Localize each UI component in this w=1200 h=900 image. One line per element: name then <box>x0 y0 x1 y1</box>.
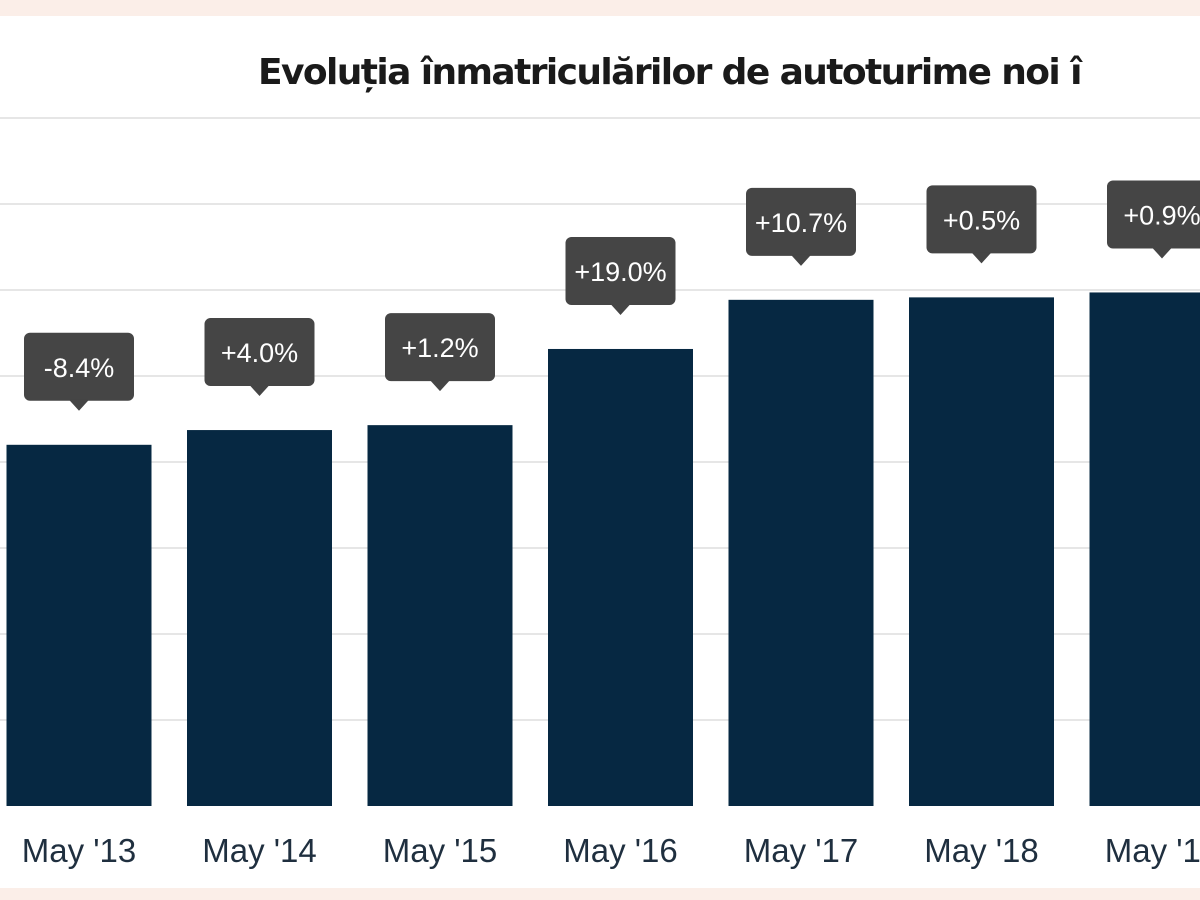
x-tick-label: May '16 <box>563 832 678 869</box>
bars <box>6 292 1200 806</box>
data-label-callout: +19.0% <box>565 236 676 315</box>
data-label-callout: +4.0% <box>204 318 315 397</box>
data-label: +1.2% <box>401 333 478 363</box>
bar <box>728 299 874 806</box>
chart-title: Evoluția înmatriculărilor de autoturime … <box>258 52 1082 93</box>
x-tick-label: May '15 <box>383 832 498 869</box>
data-label-callout: -8.4% <box>24 332 134 411</box>
data-label-callout: +1.2% <box>385 313 495 392</box>
x-axis-ticks: May '13 May '14 May '15 May '16 May '17 May '… <box>22 832 1200 869</box>
x-tick-label: May '18 <box>924 832 1039 869</box>
x-tick-label: May '14 <box>202 832 317 869</box>
bar <box>548 348 693 806</box>
data-label: +4.0% <box>221 338 298 368</box>
data-label-callout: +10.7% <box>746 187 856 266</box>
top-frame-band <box>0 0 1200 16</box>
bottom-frame-band <box>0 888 1200 900</box>
bar <box>187 430 332 806</box>
data-labels: -8.4% +4.0% +1.2% +19.0% +10.7% +0.5% +0.9% <box>24 180 1200 411</box>
bar <box>909 297 1054 806</box>
x-tick-label: May '17 <box>744 832 859 869</box>
data-label: +0.5% <box>943 205 1020 235</box>
x-tick-label: May '19 <box>1105 832 1200 869</box>
data-label: +19.0% <box>574 257 666 287</box>
bar <box>1089 292 1200 806</box>
data-label-callout: +0.9% <box>1107 180 1200 259</box>
x-tick-label: May '13 <box>22 832 137 869</box>
bar <box>6 444 152 806</box>
data-label: -8.4% <box>44 353 115 383</box>
data-label-callout: +0.5% <box>926 185 1037 264</box>
bar <box>367 425 513 806</box>
data-label: +0.9% <box>1123 200 1200 230</box>
data-label: +10.7% <box>755 208 847 238</box>
